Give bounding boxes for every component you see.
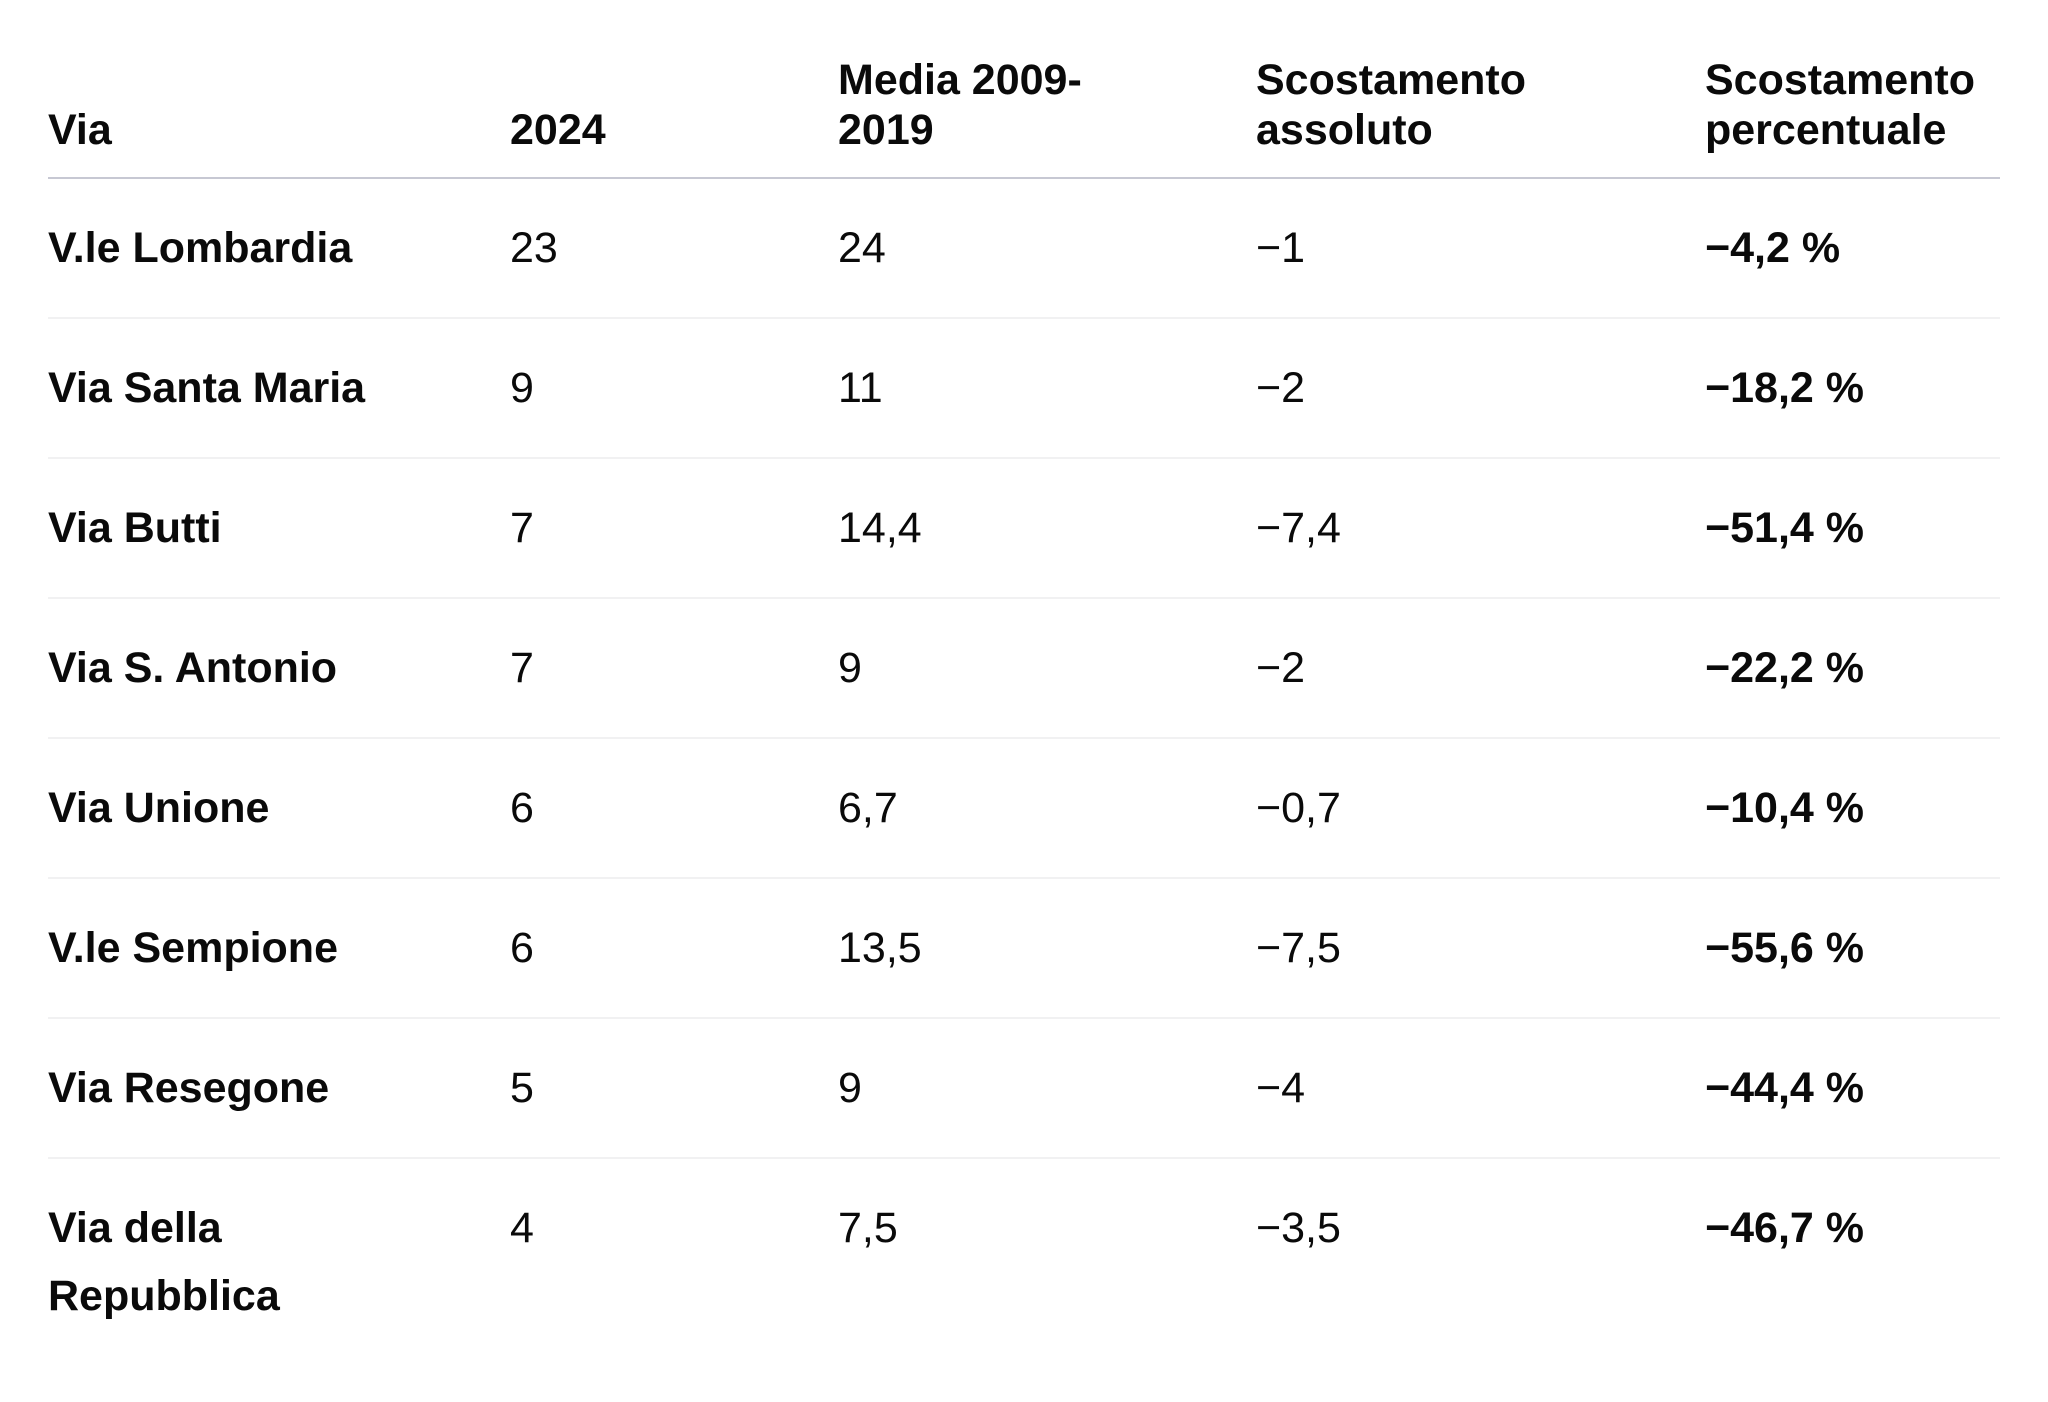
cell-scostamento-assoluto: −7,4 [1256, 458, 1705, 599]
cell-scostamento-assoluto: −4 [1256, 1018, 1705, 1159]
table-row: Via della Repubblica 4 7,5 −3,5 −46,7 % [48, 1158, 2000, 1365]
cell-via: Via Resegone [48, 1018, 510, 1159]
streets-data-table: Via 2024 Media 2009-2019 Scostamento ass… [48, 0, 2000, 1365]
header-row: Via 2024 Media 2009-2019 Scostamento ass… [48, 0, 2000, 179]
cell-2024: 5 [510, 1018, 838, 1159]
cell-media: 13,5 [838, 878, 1256, 1019]
cell-via: Via Santa Maria [48, 318, 510, 459]
cell-media: 7,5 [838, 1204, 898, 1252]
column-header-2024: 2024 [510, 0, 838, 179]
cell-media: 9 [838, 1018, 1256, 1159]
table-row: Via Unione 6 6,7 −0,7 −10,4 % [48, 738, 2000, 879]
cell-scostamento-percentuale: −18,2 % [1705, 318, 2000, 459]
cell-scostamento-assoluto: −7,5 [1256, 878, 1705, 1019]
cell-media: 24 [838, 178, 1256, 319]
table-row: Via S. Antonio 7 9 −2 −22,2 % [48, 598, 2000, 739]
table-row: Via Santa Maria 9 11 −2 −18,2 % [48, 318, 2000, 459]
cell-via: V.le Sempione [48, 878, 510, 1019]
cell-2024: 4 [510, 1204, 534, 1252]
cell-via: V.le Lombardia [48, 178, 510, 319]
cell-2024: 23 [510, 178, 838, 319]
cell-scostamento-assoluto: −1 [1256, 178, 1705, 319]
cell-scostamento-percentuale: −44,4 % [1705, 1018, 2000, 1159]
cell-2024: 7 [510, 598, 838, 739]
cell-2024: 9 [510, 318, 838, 459]
cell-scostamento-assoluto: −2 [1256, 318, 1705, 459]
table-row: Via Butti 7 14,4 −7,4 −51,4 % [48, 458, 2000, 599]
column-header-scostamento-assoluto: Scostamento assoluto [1256, 0, 1705, 179]
cell-scostamento-percentuale: −51,4 % [1705, 458, 2000, 599]
column-header-media-2009-2019: Media 2009-2019 [838, 0, 1256, 179]
cell-scostamento-percentuale: −46,7 % [1705, 1204, 1864, 1252]
cell-media: 11 [838, 318, 1256, 459]
cell-2024: 7 [510, 458, 838, 599]
table-row: V.le Sempione 6 13,5 −7,5 −55,6 % [48, 878, 2000, 1019]
cell-2024: 6 [510, 738, 838, 879]
table-row: V.le Lombardia 23 24 −1 −4,2 % [48, 178, 2000, 319]
cell-2024: 6 [510, 878, 838, 1019]
cell-via: Via Butti [48, 458, 510, 599]
cell-scostamento-percentuale: −22,2 % [1705, 598, 2000, 739]
cell-scostamento-percentuale: −55,6 % [1705, 878, 2000, 1019]
cell-scostamento-percentuale: −4,2 % [1705, 178, 2000, 319]
cell-scostamento-percentuale: −10,4 % [1705, 738, 2000, 879]
column-header-via: Via [48, 0, 510, 179]
table-row: Via Resegone 5 9 −4 −44,4 % [48, 1018, 2000, 1159]
cell-scostamento-assoluto: −2 [1256, 598, 1705, 739]
cell-scostamento-assoluto: −0,7 [1256, 738, 1705, 879]
cell-media: 6,7 [838, 738, 1256, 879]
table-body: V.le Lombardia 23 24 −1 −4,2 % Via Santa… [48, 178, 2000, 1365]
table-header: Via 2024 Media 2009-2019 Scostamento ass… [48, 0, 2000, 179]
column-header-scostamento-percentuale: Scostamento percentuale [1705, 0, 2000, 179]
cell-scostamento-assoluto: −3,5 [1256, 1204, 1341, 1252]
cell-via: Via della Repubblica [48, 1204, 280, 1320]
cell-via: Via Unione [48, 738, 510, 879]
cell-media: 14,4 [838, 458, 1256, 599]
cell-via: Via S. Antonio [48, 598, 510, 739]
table-container: Via 2024 Media 2009-2019 Scostamento ass… [48, 0, 2000, 1365]
cell-media: 9 [838, 598, 1256, 739]
